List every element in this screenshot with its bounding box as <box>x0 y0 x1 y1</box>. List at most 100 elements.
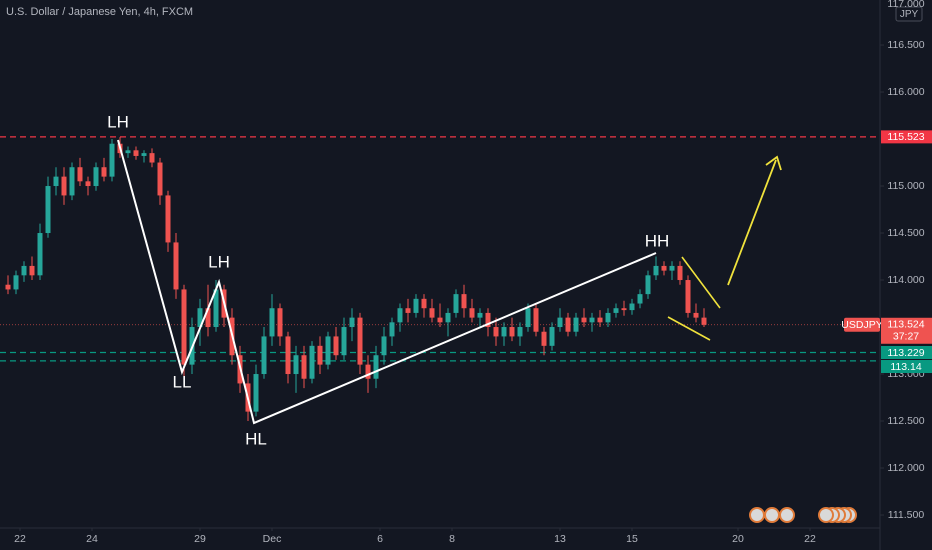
level-tag <box>881 346 932 360</box>
currency: JPY <box>900 9 919 20</box>
annotation: HL <box>245 429 267 448</box>
candle-body <box>109 143 115 177</box>
candle-body <box>157 162 163 196</box>
candle-body <box>397 308 403 323</box>
candle-body <box>653 265 659 276</box>
candle-body <box>365 364 371 379</box>
level-tag-label: 113.14 <box>890 361 921 373</box>
candle-body <box>85 181 91 187</box>
symbol-tag-label: USDJPY <box>841 319 882 331</box>
x-tick-label: 29 <box>194 533 206 545</box>
candle-body <box>669 265 675 271</box>
arrow-line <box>727 159 777 286</box>
candle-body <box>133 150 139 156</box>
x-tick-label: 22 <box>14 533 26 545</box>
candle-body <box>469 308 475 318</box>
candle-body <box>141 153 147 156</box>
x-tick-label: 22 <box>804 533 816 545</box>
y-tick-label: 114.000 <box>887 274 924 286</box>
candle-body <box>101 167 107 177</box>
candle-body <box>125 150 131 154</box>
candle-body <box>253 374 259 412</box>
level-tag-label: 113.229 <box>887 347 924 359</box>
y-tick-label: 112.000 <box>887 462 924 474</box>
candle-body <box>557 317 563 328</box>
candle-body <box>621 308 627 311</box>
level-tag <box>881 360 932 374</box>
candle-body <box>357 317 363 365</box>
chart-title: U.S. Dollar / Japanese Yen, 4h, FXCM <box>6 6 193 18</box>
candle-body <box>349 317 355 328</box>
wave-lines <box>117 139 657 425</box>
x-tick-label: 24 <box>86 533 98 545</box>
annotation: LL <box>173 372 192 391</box>
annotation: HH <box>645 231 670 250</box>
candle-body <box>645 275 651 295</box>
candle-body <box>293 355 299 375</box>
candle-body <box>317 345 323 365</box>
candle-body <box>197 308 203 328</box>
level-tag <box>881 130 932 144</box>
y-tick-label: 112.500 <box>887 415 924 427</box>
candle-body <box>605 312 611 323</box>
candle-body <box>501 327 507 337</box>
candle-body <box>485 312 491 328</box>
candle-body <box>509 327 515 337</box>
candle-body <box>693 312 699 318</box>
countdown: 37:27 <box>893 331 919 343</box>
y-tick-label: 115.000 <box>887 180 924 192</box>
wedge-line <box>667 316 711 341</box>
candle-body <box>541 331 547 346</box>
candle-body <box>477 312 483 318</box>
y-tick-label: 116.500 <box>887 39 924 51</box>
x-tick-label: 8 <box>449 533 455 545</box>
candle-body <box>565 317 571 332</box>
candle-body <box>389 322 395 337</box>
candle-body <box>45 186 51 234</box>
candle-body <box>309 345 315 379</box>
candle-body <box>453 294 459 313</box>
candle-body <box>5 284 11 290</box>
candle-body <box>493 327 499 337</box>
x-tick-label: 15 <box>626 533 638 545</box>
y-tick-label: 117.000 <box>887 0 924 10</box>
last-price-tag <box>881 317 932 344</box>
symbol-tag <box>844 317 880 332</box>
x-tick-label: Dec <box>263 533 282 545</box>
candle-body <box>637 294 643 304</box>
candle-body <box>677 265 683 281</box>
candle-body <box>549 327 555 346</box>
candle-body <box>661 265 667 271</box>
event-icons <box>749 507 857 523</box>
candle-body <box>205 308 211 328</box>
currency-box <box>895 6 923 22</box>
wedge-line <box>681 256 721 309</box>
candle-body <box>37 233 43 276</box>
levels <box>0 136 880 362</box>
candle-body <box>213 289 219 328</box>
candle-body <box>69 167 75 196</box>
candle-body <box>301 355 307 379</box>
candle-body <box>597 317 603 323</box>
candle-body <box>533 308 539 332</box>
candle-body <box>13 275 19 290</box>
x-tick-label: 6 <box>377 533 383 545</box>
candle-body <box>53 176 59 187</box>
last-price-label: 113.524 <box>887 319 924 331</box>
candle-body <box>461 294 467 309</box>
y-tick-label: 114.500 <box>887 227 924 239</box>
candle-body <box>341 327 347 356</box>
candle-body <box>581 317 587 323</box>
candle-body <box>269 308 275 337</box>
candle-body <box>181 289 187 365</box>
candle-body <box>629 303 635 311</box>
candle-body <box>613 308 619 313</box>
candle-body <box>77 167 83 182</box>
candle-body <box>701 317 707 325</box>
candle-body <box>373 355 379 379</box>
candle-body <box>429 308 435 318</box>
candle-body <box>525 308 531 328</box>
x-tick-label: 20 <box>732 533 744 545</box>
